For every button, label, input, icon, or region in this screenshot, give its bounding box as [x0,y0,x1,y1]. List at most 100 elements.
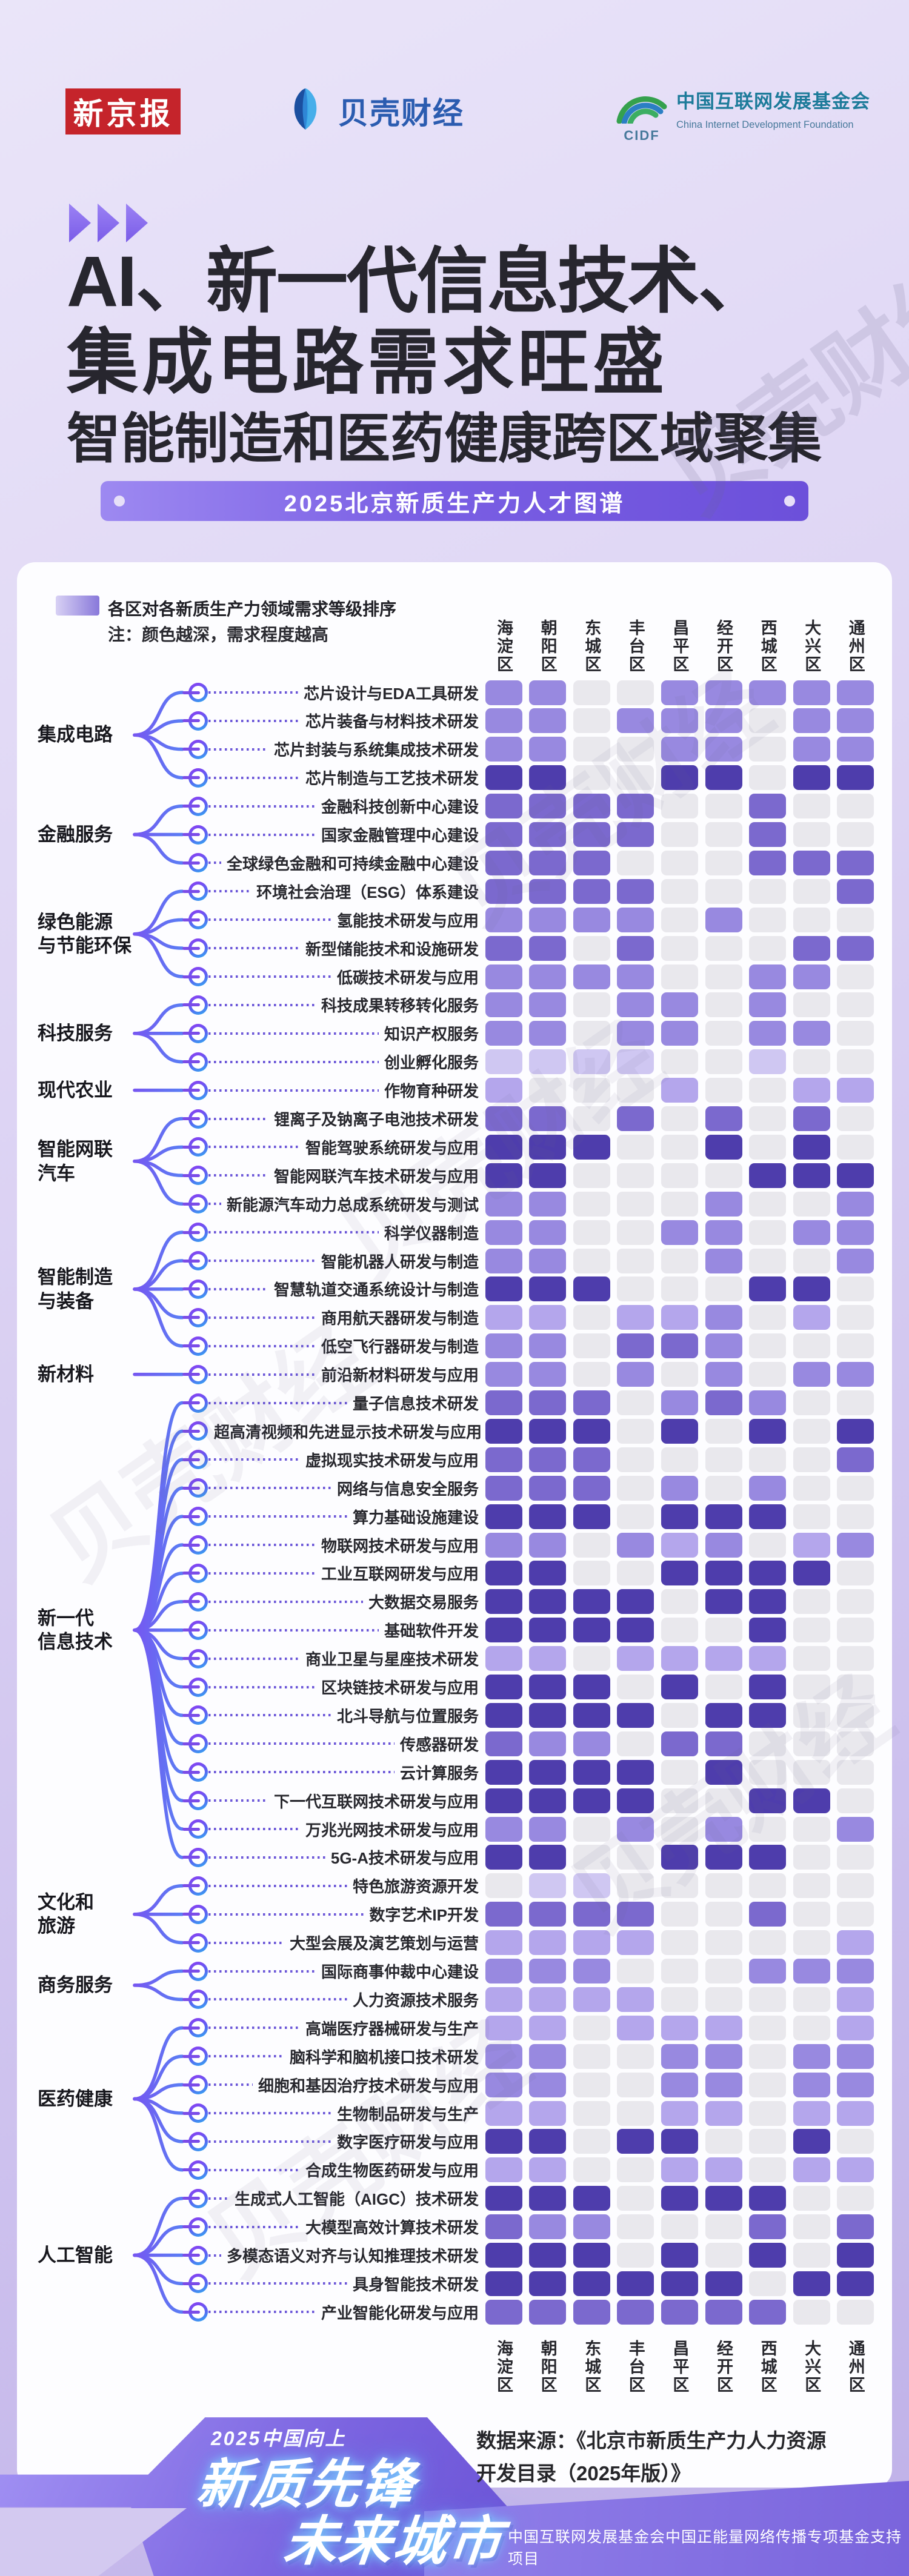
heatmap-cell [705,1447,742,1472]
row-label-wrap: 智能机器人研发与制造 [208,1250,479,1271]
heatmap-cell [793,708,830,734]
cidf-brand: CIDF 中国互联网发展基金会 China Internet Developme… [616,86,870,144]
heatmap-cell [661,935,698,961]
node-dash-icon [182,1401,200,1404]
node-dash-icon [182,2225,200,2229]
row-label-wrap: 前沿新材料研发与应用 [208,1364,479,1385]
heatmap-cell [485,1191,522,1217]
heatmap-cell [749,2129,787,2154]
title-line-2: 集成电路需求旺盛 [67,323,668,403]
heatmap-cell [485,1163,522,1188]
heatmap-cell [573,1305,610,1330]
heatmap-cell [617,1532,654,1558]
dotted-leader [208,1287,268,1290]
heatmap-cell [529,765,567,791]
cidf-logo-icon [616,86,668,127]
heatmap-cell [529,737,567,762]
row-label-wrap: 传感器研发 [208,1733,479,1754]
heatmap-cell [529,1702,567,1728]
heatmap-cell [529,1930,567,1956]
heatmap-cell [661,1902,698,1927]
heatmap-cell [793,1845,830,1870]
node-dash-icon [182,889,200,893]
heatmap-cell [705,737,742,762]
heatmap-cell [661,794,698,819]
node-dash-icon [182,1856,200,1859]
heatmap-cell [529,1561,567,1586]
heatmap-cell [485,1618,522,1643]
heatmap-cell [661,1561,698,1586]
row-label: 生成式人工智能（AIGC）技术研发 [234,2190,479,2209]
heatmap-cell [837,1248,874,1273]
data-source-line-1: 数据来源：《北京市新质生产力人力资源 [476,2429,827,2452]
heatmap-cell [529,1305,567,1330]
heatmap-cell [793,1788,830,1813]
dotted-leader [208,861,221,865]
heatmap-cell [837,1816,874,1842]
heatmap-cell [837,1163,874,1188]
column-header-top: 大兴区 [802,619,821,674]
heatmap-cell [485,992,522,1018]
heatmap-cell [573,1816,610,1842]
heatmap-cell [837,2043,874,2069]
heatmap-cell [617,1305,654,1330]
dotted-leader [208,1998,347,2001]
heatmap-cell [749,1390,787,1415]
heatmap-cell [837,1276,874,1302]
heatmap-cell [749,2100,787,2126]
heatmap-cell [617,1220,654,1245]
heatmap-cell [661,822,698,847]
heatmap-cell [705,1078,742,1103]
heatmap-cell [485,878,522,904]
dotted-leader [208,2168,300,2171]
heatmap-cell [573,794,610,819]
heatmap-cell [661,1788,698,1813]
title-line-1: AI、新一代信息技术、 [67,242,770,322]
dotted-leader [208,1970,316,1973]
beijing-news-logo: 新京报 [65,88,181,134]
heatmap-cell [705,1873,742,1899]
node-dash-icon [182,2140,200,2143]
row-label: 云计算服务 [399,1764,479,1782]
beike-shell-icon [280,84,331,138]
heatmap-cell [661,1816,698,1842]
heatmap-cell [793,1959,830,1983]
heatmap-cell [573,1646,610,1671]
heatmap-cell [793,2186,830,2211]
heatmap-cell [617,822,654,847]
heatmap-cell [529,992,567,1018]
heatmap-cell [749,2015,787,2040]
heatmap-cell [749,2271,787,2296]
heatmap-cell [705,1759,742,1785]
heatmap-cell [573,1390,610,1415]
heatmap-cell [529,822,567,847]
heatmap-cell [837,2243,874,2268]
heatmap-cell [485,2100,522,2126]
dotted-leader [208,2112,331,2114]
dotted-leader [208,1828,300,1830]
heatmap-cell [661,1618,698,1643]
heatmap-cell [485,2043,522,2069]
row-label: 商业卫星与星座技术研发 [305,1650,479,1669]
heatmap-cell [837,1702,874,1728]
heatmap-cell [749,1646,787,1671]
heatmap-cell [705,1618,742,1643]
heatmap-cell [485,1220,522,1245]
node-dash-icon [182,1572,200,1575]
node-dash-icon [182,2054,200,2058]
node-dash-icon [182,1884,200,1888]
heatmap-cell [661,1248,698,1273]
heatmap-cell [485,1759,522,1785]
column-header-bottom: 西城区 [758,2340,777,2394]
heatmap-cell [485,850,522,875]
row-label: 全球绿色金融和可持续金融中心建设 [226,854,479,873]
node-dash-icon [182,1060,200,1064]
heatmap-cell [617,1362,654,1387]
dotted-leader [208,1544,316,1546]
heatmap-cell [661,1390,698,1415]
row-label: 工业互联网研发与应用 [321,1565,479,1584]
heatmap-cell [573,1049,610,1075]
heatmap-cell [749,1163,787,1188]
heatmap-cell [617,850,654,875]
heatmap-cell [573,1078,610,1103]
